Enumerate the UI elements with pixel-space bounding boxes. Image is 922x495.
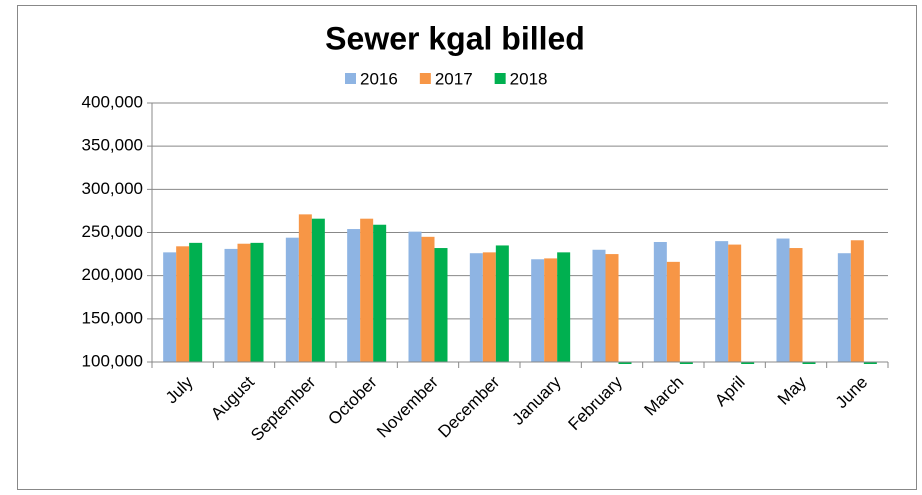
- bar: [408, 231, 422, 362]
- y-tick-label: 100,000: [82, 351, 143, 370]
- bar: [653, 241, 667, 362]
- bar: [715, 241, 729, 362]
- bar: [837, 253, 851, 362]
- bar: [850, 240, 864, 362]
- bar: [469, 253, 483, 362]
- legend-label: 2018: [510, 69, 548, 88]
- bars: [163, 214, 877, 364]
- bar: [311, 218, 325, 362]
- y-tick-label: 350,000: [82, 136, 143, 155]
- legend-swatch: [345, 73, 356, 84]
- y-tick-label: 400,000: [82, 92, 143, 111]
- bar: [789, 248, 803, 362]
- bar: [728, 244, 742, 362]
- bar: [544, 258, 558, 362]
- bar: [176, 246, 190, 362]
- bar: [360, 218, 374, 362]
- bar: [285, 237, 299, 362]
- bar: [347, 229, 361, 362]
- y-tick-label: 200,000: [82, 265, 143, 284]
- bar: [189, 242, 203, 362]
- bar: [741, 362, 755, 364]
- legend-label: 2017: [435, 69, 473, 88]
- bar: [776, 238, 790, 362]
- bar: [679, 362, 693, 364]
- bar: [802, 362, 816, 364]
- bar: [495, 245, 509, 362]
- y-tick-label: 300,000: [82, 179, 143, 198]
- bar: [237, 243, 251, 362]
- bar: [863, 362, 877, 364]
- bar: [557, 252, 571, 362]
- bar: [373, 224, 387, 362]
- legend-label: 2016: [360, 69, 398, 88]
- legend-swatch: [419, 73, 431, 84]
- bar: [482, 252, 496, 362]
- bar: [163, 252, 177, 362]
- bar: [666, 261, 680, 362]
- bar: [224, 248, 238, 362]
- chart-title: Sewer kgal billed: [325, 20, 585, 56]
- bar: [434, 248, 448, 362]
- chart-border: [17, 5, 917, 490]
- bar: [592, 249, 606, 362]
- y-tick-label: 150,000: [82, 308, 143, 327]
- y-tick-label: 250,000: [82, 222, 143, 241]
- bar: [421, 236, 435, 362]
- bar: [298, 214, 312, 362]
- legend-swatch: [494, 73, 506, 84]
- bar: [531, 259, 545, 362]
- bar: [605, 254, 619, 362]
- bar: [618, 362, 632, 364]
- bar: [250, 242, 264, 362]
